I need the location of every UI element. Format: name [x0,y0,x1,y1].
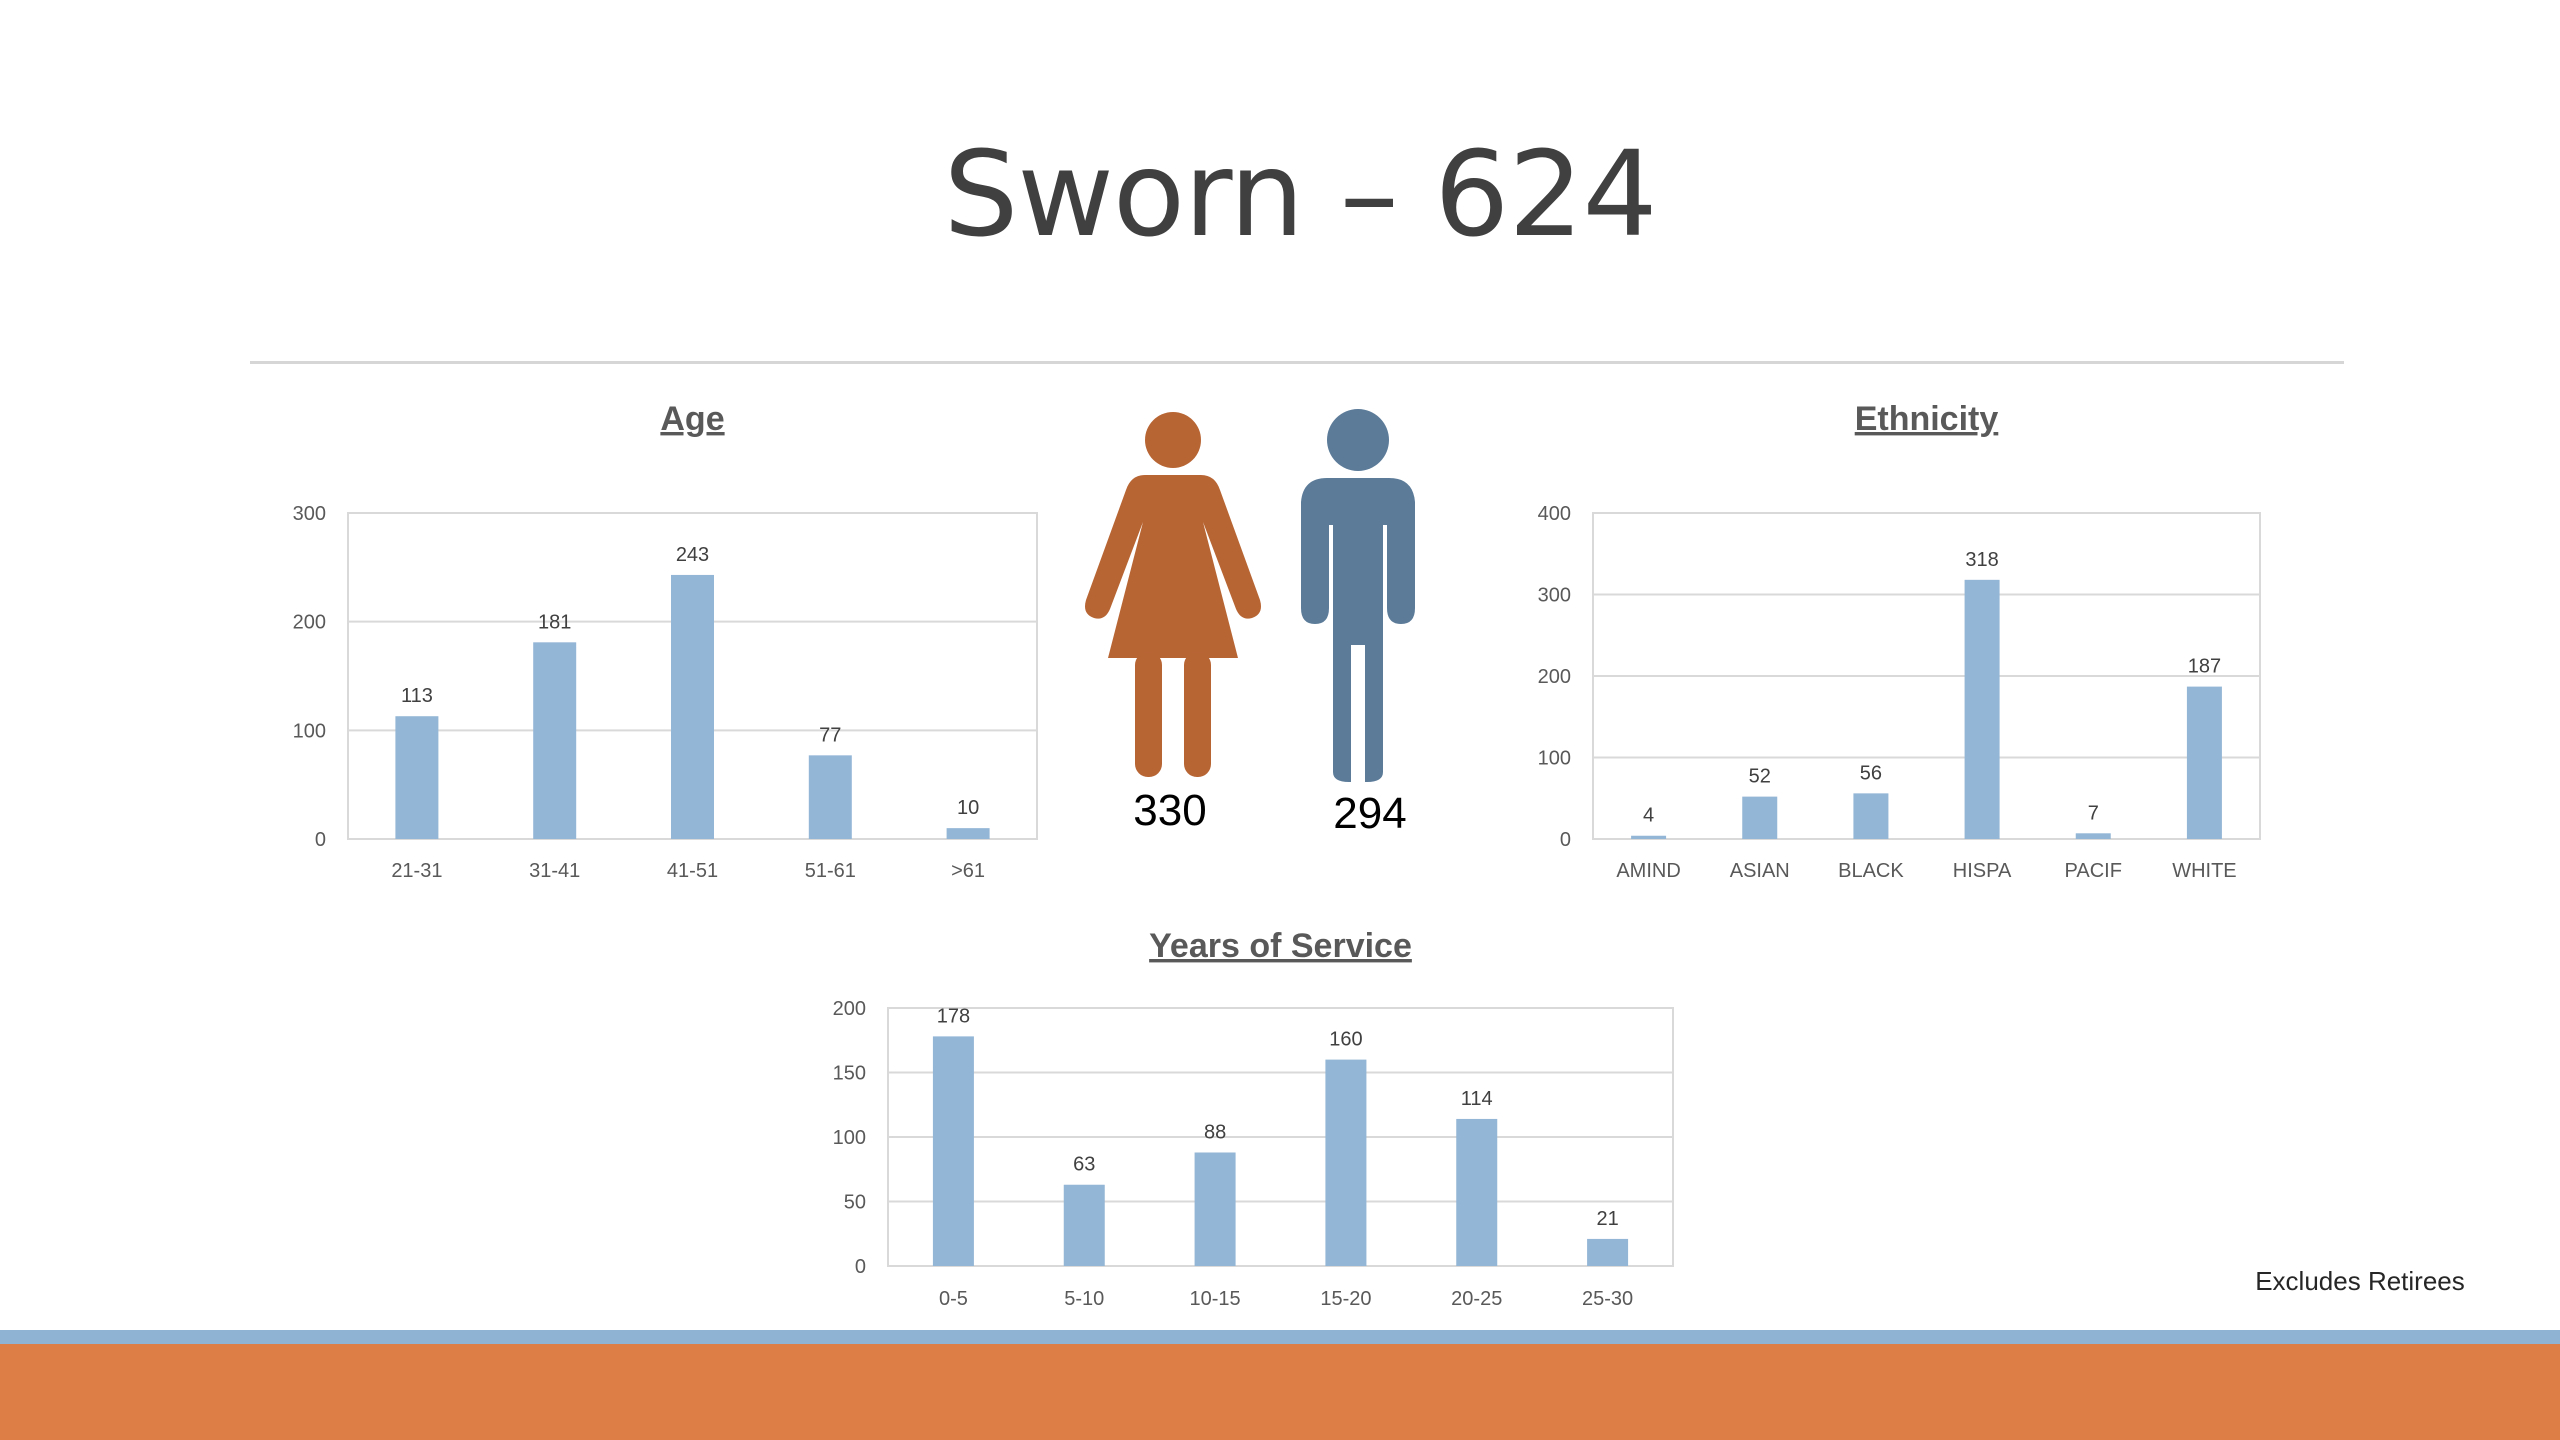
age-bar [533,642,577,839]
slide-title: Sworn – 624 [943,125,1657,263]
ethnicity-data-label: 187 [2188,656,2221,678]
service-bar [932,1036,974,1266]
age-y-tick-label: 300 [293,503,326,525]
ethnicity-bar [2186,686,2222,839]
age-category-label: >61 [951,860,985,882]
service-category-label: 10-15 [1190,1288,1241,1310]
male-count: 294 [1333,789,1406,838]
service-bar [1194,1152,1236,1266]
age-chart: Age 0 100 200 300 113 21-31 181 31-41 243 41-51 77 5… [270,390,1050,900]
service-data-label: 178 [937,1005,970,1027]
service-y-tick-label: 200 [833,998,866,1020]
service-y-tick-label: 50 [844,1192,866,1214]
female-person-icon [1085,412,1261,777]
ethnicity-data-label: 52 [1749,766,1771,788]
age-chart-svg: Age 0 100 200 300 113 21-31 181 31-41 243 41-51 77 5… [293,400,1038,882]
age-bar [395,716,439,839]
service-bar [1456,1118,1498,1266]
ethnicity-plot-area [1592,512,2261,840]
service-chart-title: Years of Service [1149,927,1412,965]
ethnicity-category-label: AMIND [1616,860,1680,882]
service-bar [1325,1059,1367,1266]
ethnicity-data-label: 7 [2088,802,2099,824]
ethnicity-category-label: ASIAN [1730,860,1790,882]
ethnicity-y-tick-label: 300 [1538,585,1571,607]
age-data-label: 113 [401,685,433,707]
service-data-label: 114 [1461,1088,1493,1110]
ethnicity-y-tick-label: 0 [1560,829,1571,851]
age-chart-title: Age [660,400,724,438]
ethnicity-y-tick-label: 100 [1538,748,1571,770]
service-category-label: 15-20 [1320,1288,1371,1310]
years-of-service-chart: Years of Service 0 50 100 150 200 178 0-5 63 5-10… [810,925,1690,1315]
service-data-label: 21 [1596,1208,1618,1230]
ethnicity-category-label: WHITE [2172,860,2236,882]
ethnicity-data-label: 318 [1965,549,1998,571]
age-y-tick-label: 100 [293,720,326,742]
ethnicity-bar [1631,835,1667,839]
service-data-label: 63 [1073,1154,1095,1176]
service-y-tick-label: 0 [855,1256,866,1278]
service-data-label: 88 [1204,1121,1226,1143]
footer-band-blue [0,1330,2560,1344]
service-category-label: 5-10 [1064,1288,1104,1310]
age-data-label: 77 [819,724,841,746]
age-category-label: 31-41 [529,860,580,882]
service-bar [1587,1238,1629,1266]
age-bar [671,574,714,839]
female-count: 330 [1133,786,1206,835]
age-data-label: 10 [957,797,979,819]
service-y-tick-label: 100 [833,1127,866,1149]
ethnicity-bar [1742,796,1778,839]
age-data-label: 243 [676,544,709,566]
ethnicity-bar [2075,833,2111,839]
ethnicity-chart-svg: Ethnicity 0 100 200 300 400 4 AMIND 52 ASIAN 56 BLA… [1538,400,2261,882]
age-data-label: 181 [538,611,571,633]
ethnicity-y-tick-label: 200 [1538,666,1571,688]
ethnicity-data-label: 56 [1860,762,1882,784]
service-plot-area [887,1007,1674,1267]
age-y-tick-label: 0 [315,829,326,851]
age-bar [808,755,852,839]
ethnicity-category-label: HISPA [1953,860,2012,882]
age-category-label: 51-61 [805,860,856,882]
service-category-label: 20-25 [1451,1288,1502,1310]
footer-band-orange [0,1344,2560,1440]
male-person-icon [1301,409,1415,782]
years-of-service-chart-svg: Years of Service 0 50 100 150 200 178 0-5 63 5-10… [833,927,1674,1310]
gender-breakdown: 330 294 [1075,400,1455,850]
ethnicity-chart: Ethnicity 0 100 200 300 400 4 AMIND 52 ASIAN 56 BLA… [1520,390,2280,900]
service-bar [1063,1184,1105,1266]
service-category-label: 0-5 [939,1288,968,1310]
age-y-tick-label: 200 [293,612,326,634]
age-category-label: 41-51 [667,860,718,882]
ethnicity-bar [1853,793,1889,839]
ethnicity-y-tick-label: 400 [1538,503,1571,525]
ethnicity-chart-title: Ethnicity [1855,400,1999,438]
age-bar [946,828,990,839]
footnote: Excludes Retirees [2255,1266,2465,1296]
ethnicity-data-label: 4 [1643,805,1654,827]
age-category-label: 21-31 [391,860,442,882]
service-y-tick-label: 150 [833,1063,866,1085]
service-category-label: 25-30 [1582,1288,1633,1310]
ethnicity-category-label: PACIF [2065,860,2122,882]
title-divider [250,361,2344,364]
ethnicity-category-label: BLACK [1838,860,1904,882]
ethnicity-bar [1964,579,2000,839]
service-data-label: 160 [1329,1029,1362,1051]
